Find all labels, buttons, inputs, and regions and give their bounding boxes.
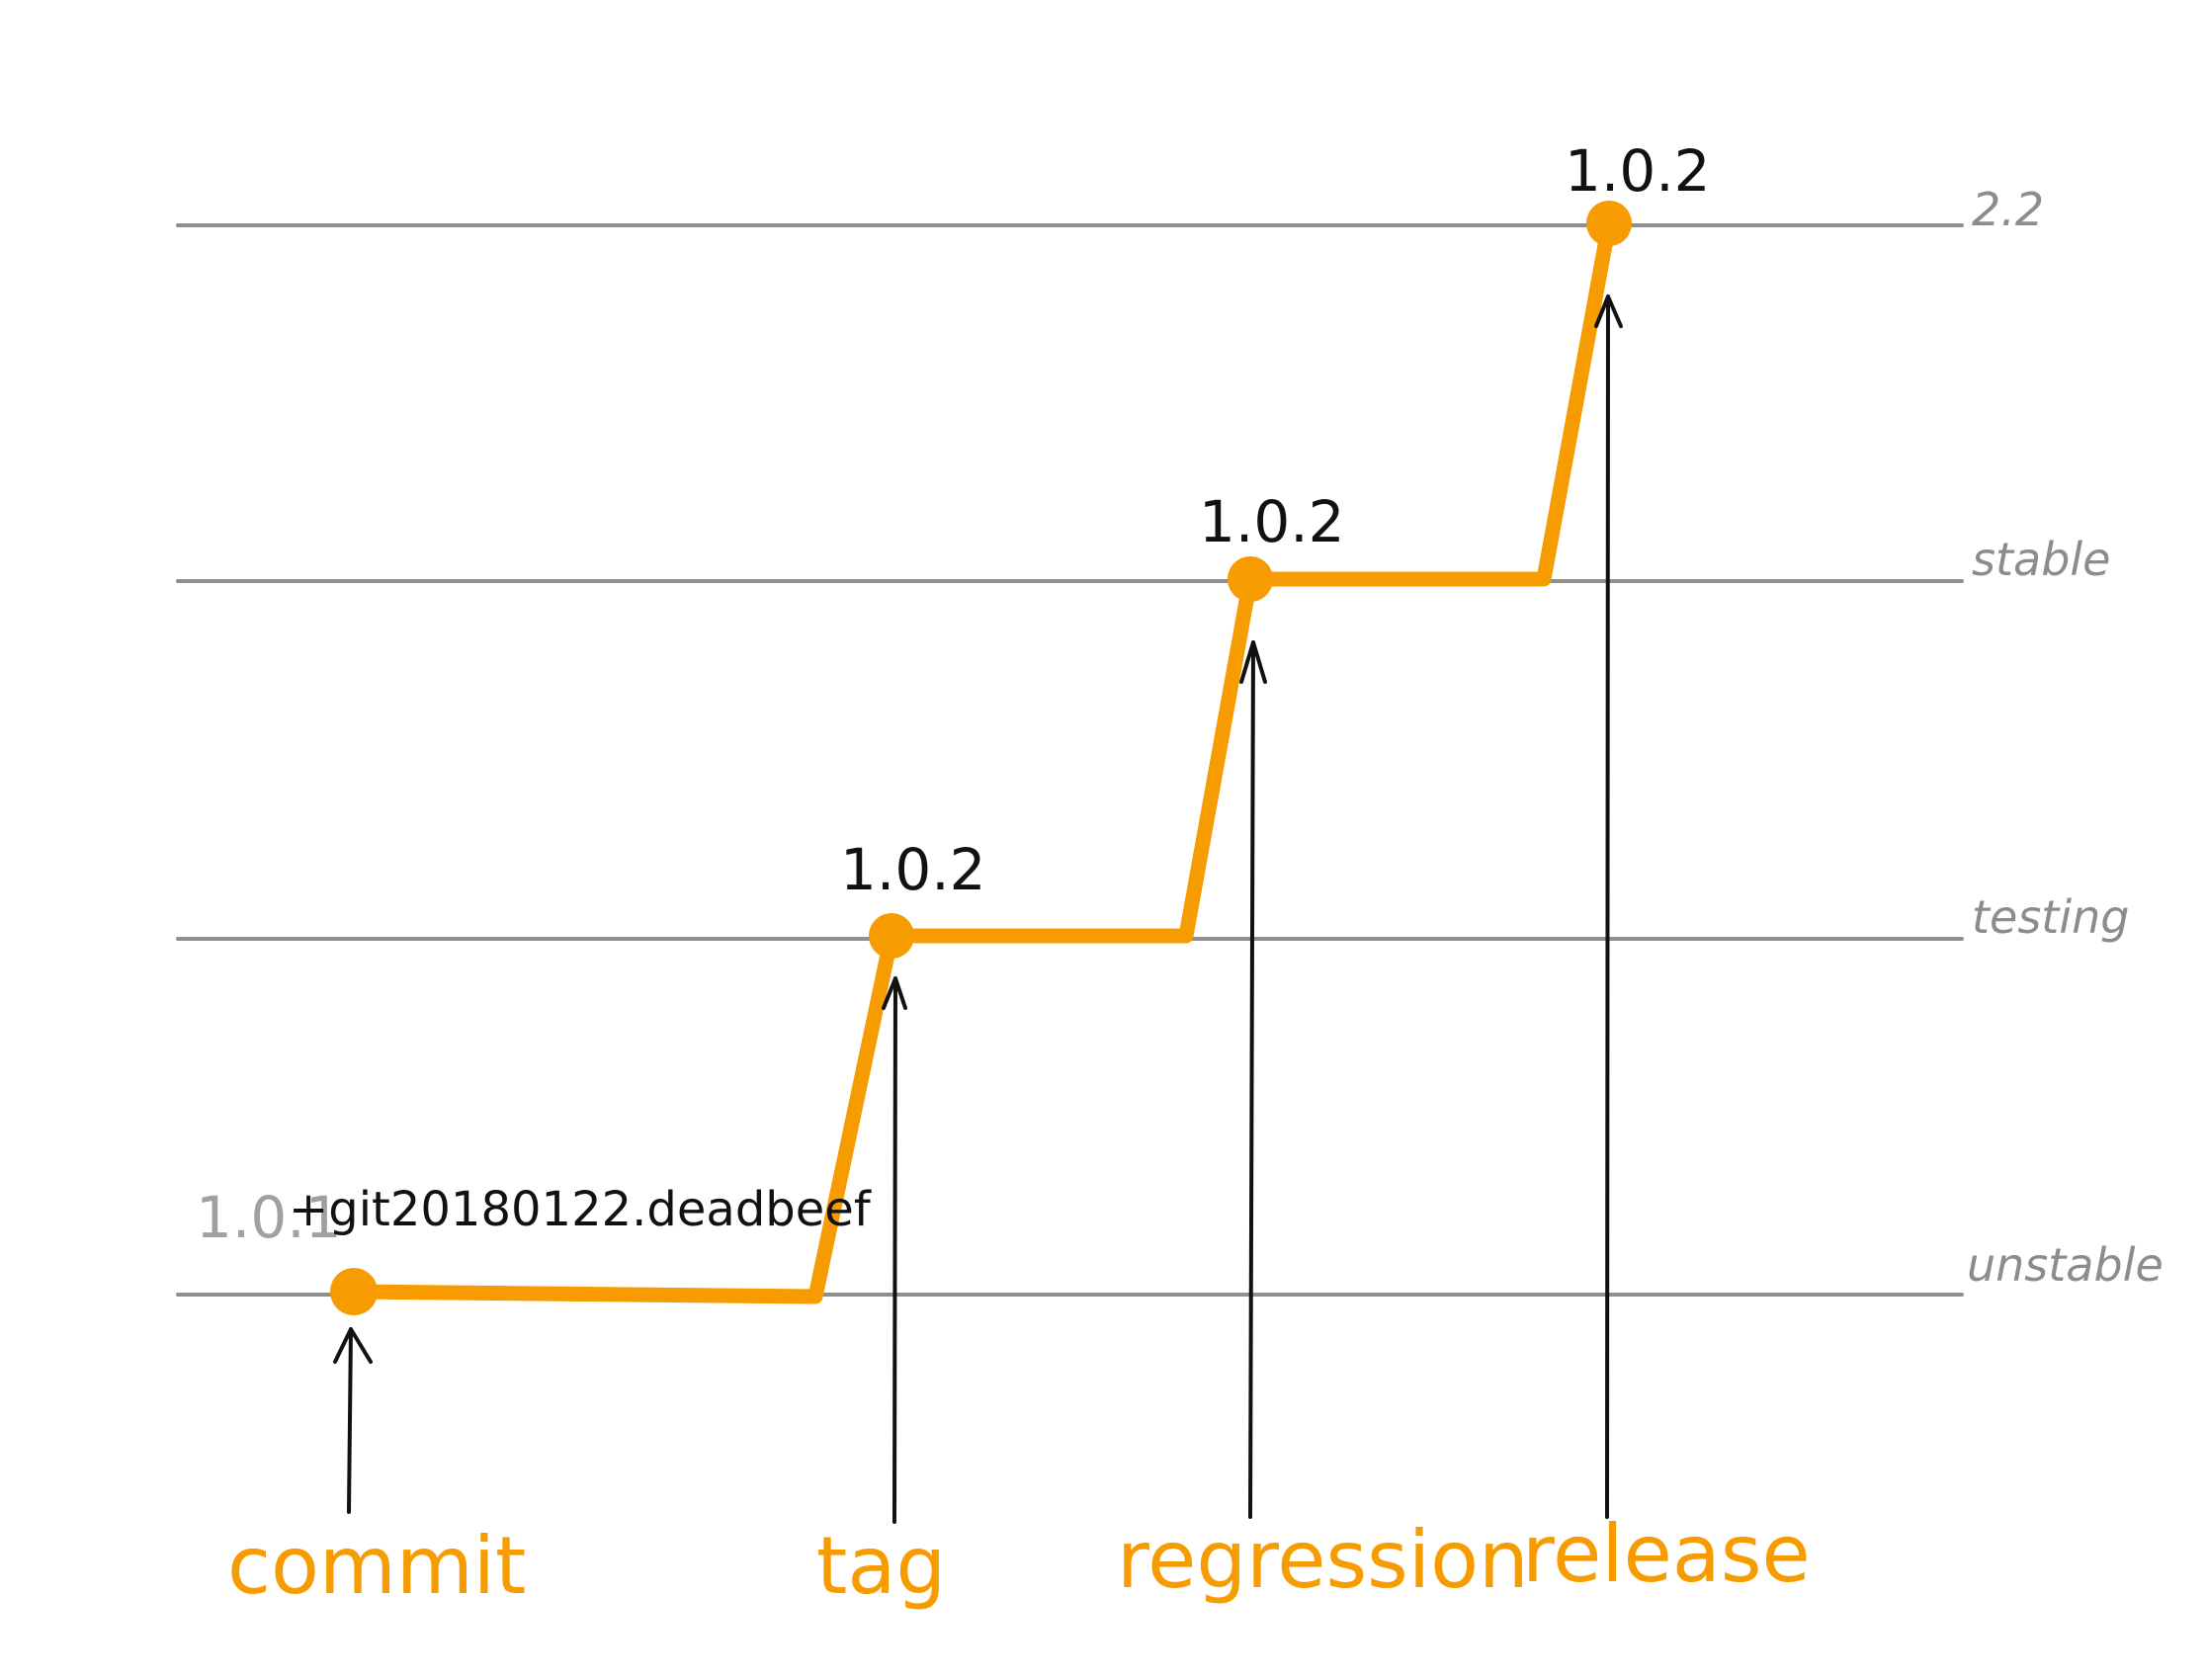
event-label-regression: regression	[1117, 1514, 1529, 1606]
release-arrow	[1594, 294, 1623, 1519]
tag-version: 1.0.2	[840, 836, 986, 903]
tier-label-unstable: unstable	[1967, 1238, 2164, 1292]
promotion-path	[346, 215, 1617, 1304]
regression-dot	[1228, 556, 1273, 602]
tier-label-testing: testing	[1972, 890, 2129, 944]
regression-arrow	[1239, 640, 1267, 1519]
commit-dot	[330, 1268, 378, 1315]
event-label-tag: tag	[816, 1520, 946, 1612]
event-label-commit: commit	[227, 1520, 526, 1612]
tag-arrow	[882, 976, 907, 1524]
tier-label-release: 2.2	[1972, 183, 2044, 236]
release-dot	[1586, 201, 1632, 246]
commit-version-suffix: +git20180122.deadbeef	[289, 1182, 872, 1237]
commit-arrow	[333, 1327, 373, 1514]
release-version: 1.0.2	[1565, 137, 1711, 205]
commit-version-base: 1.0.1	[196, 1184, 342, 1251]
event-label-release: release	[1522, 1508, 1811, 1600]
regression-version: 1.0.2	[1199, 488, 1345, 555]
tag-dot	[869, 913, 914, 959]
tier-label-stable: stable	[1972, 533, 2110, 586]
